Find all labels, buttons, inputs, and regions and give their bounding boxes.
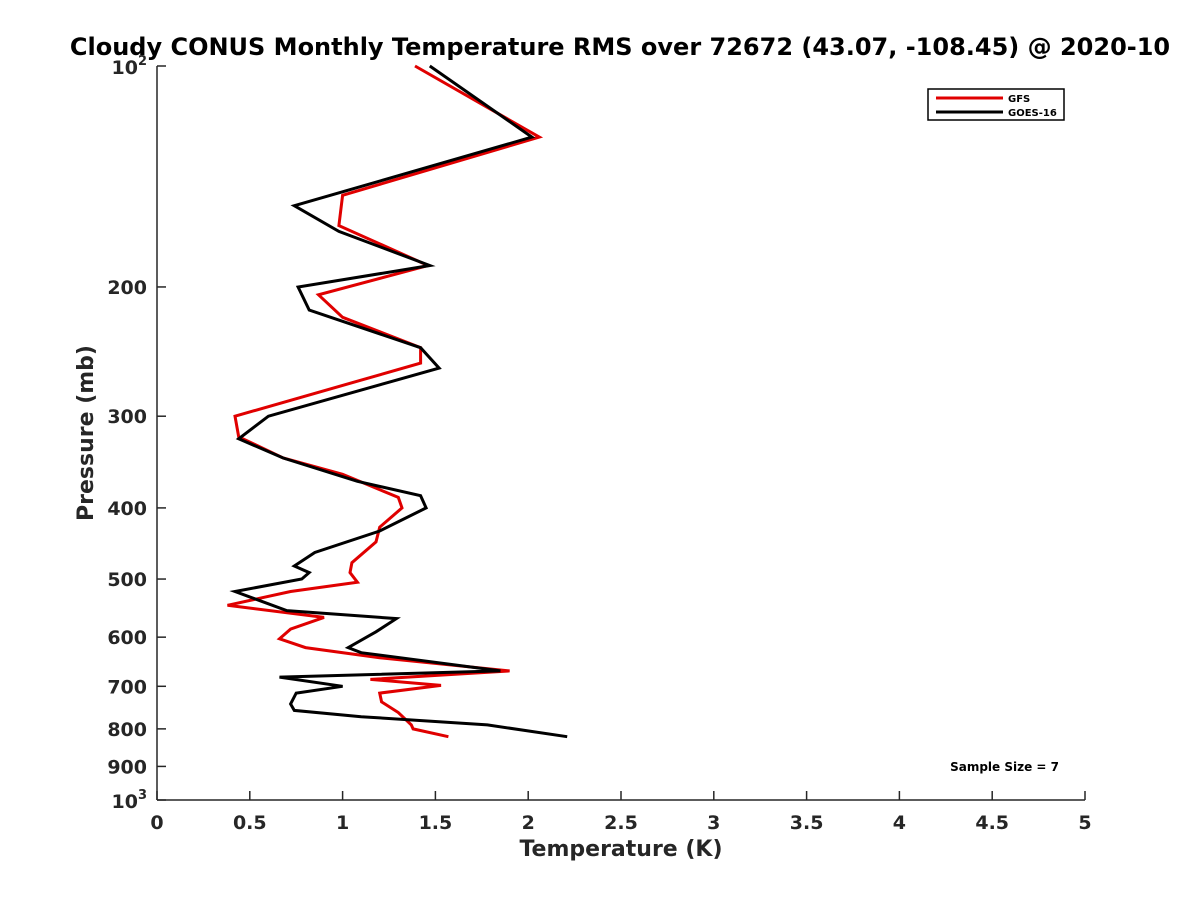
x-tick-label: 4 [893, 812, 906, 834]
series-line-gfs [227, 64, 544, 739]
x-tick-label: 4.5 [975, 812, 1009, 834]
y-tick-label: 500 [107, 569, 147, 591]
x-axis-label: Temperature (K) [519, 837, 722, 862]
y-tick-label: 600 [107, 627, 147, 649]
x-tick-label: 1 [336, 812, 349, 834]
x-tick-label: 0 [150, 812, 163, 834]
sample-size-annotation: Sample Size = 7 [950, 760, 1059, 774]
legend-box [927, 88, 1065, 121]
chart-title: Cloudy CONUS Monthly Temperature RMS ove… [70, 33, 1170, 61]
series-layer [227, 64, 568, 739]
series-line-goes-16 [229, 64, 568, 739]
y-tick-label: 700 [107, 676, 147, 698]
x-tick-label: 2 [522, 812, 535, 834]
y-axis-label: Pressure (mb) [74, 345, 99, 521]
y-tick-base: 10 [112, 57, 138, 79]
y-tick-label: 800 [107, 719, 147, 741]
y-tick-label: 200 [107, 277, 147, 299]
y-tick-exponent: 3 [138, 788, 147, 803]
legend-items: GFS GOES-16 [936, 94, 1057, 119]
x-tick-label: 1.5 [419, 812, 453, 834]
y-tick-exponent: 2 [138, 54, 147, 69]
legend: GFS GOES-16 [927, 88, 1065, 121]
x-tick-label: 5 [1078, 812, 1091, 834]
legend-label-goes-16: GOES-16 [1008, 108, 1057, 119]
y-tick-label: 900 [107, 756, 147, 778]
x-tick-label: 3 [707, 812, 720, 834]
y-tick-label-power: 103 [112, 788, 148, 813]
legend-label-gfs: GFS [1008, 94, 1030, 105]
x-tick-label: 2.5 [604, 812, 638, 834]
y-tick-label: 300 [107, 406, 147, 428]
x-ticks: 0 0.5 1 1.5 2 2.5 3 3.5 4 4.5 5 [150, 791, 1092, 834]
x-tick-label: 3.5 [790, 812, 824, 834]
x-tick-label: 0.5 [233, 812, 267, 834]
y-tick-label-power: 102 [112, 54, 148, 79]
y-tick-label: 400 [107, 498, 147, 520]
y-tick-base: 10 [112, 791, 138, 813]
